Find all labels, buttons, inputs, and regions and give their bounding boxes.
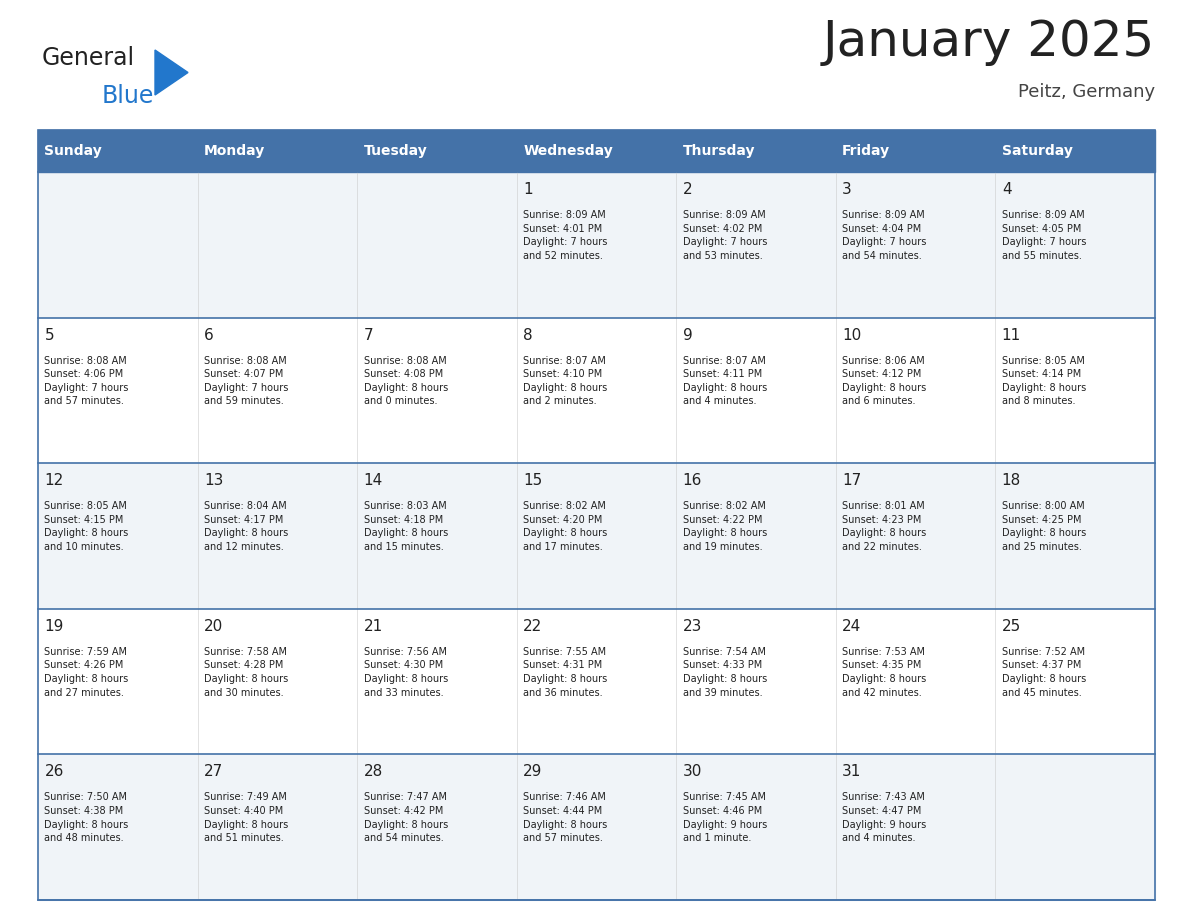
Text: Sunrise: 8:09 AM
Sunset: 4:05 PM
Daylight: 7 hours
and 55 minutes.: Sunrise: 8:09 AM Sunset: 4:05 PM Dayligh… — [1001, 210, 1086, 261]
Text: 17: 17 — [842, 473, 861, 488]
Text: Sunrise: 7:55 AM
Sunset: 4:31 PM
Daylight: 8 hours
and 36 minutes.: Sunrise: 7:55 AM Sunset: 4:31 PM Dayligh… — [523, 647, 607, 698]
Text: Sunrise: 8:05 AM
Sunset: 4:15 PM
Daylight: 8 hours
and 10 minutes.: Sunrise: 8:05 AM Sunset: 4:15 PM Dayligh… — [44, 501, 128, 552]
Text: Sunrise: 7:47 AM
Sunset: 4:42 PM
Daylight: 8 hours
and 54 minutes.: Sunrise: 7:47 AM Sunset: 4:42 PM Dayligh… — [364, 792, 448, 844]
Text: 4: 4 — [1001, 182, 1011, 197]
Text: 22: 22 — [523, 619, 543, 633]
Text: 6: 6 — [204, 328, 214, 342]
Text: Sunrise: 8:05 AM
Sunset: 4:14 PM
Daylight: 8 hours
and 8 minutes.: Sunrise: 8:05 AM Sunset: 4:14 PM Dayligh… — [1001, 355, 1086, 407]
Text: 25: 25 — [1001, 619, 1020, 633]
Text: Sunrise: 8:07 AM
Sunset: 4:11 PM
Daylight: 8 hours
and 4 minutes.: Sunrise: 8:07 AM Sunset: 4:11 PM Dayligh… — [683, 355, 767, 407]
Text: 18: 18 — [1001, 473, 1020, 488]
Text: 14: 14 — [364, 473, 383, 488]
Text: 2: 2 — [683, 182, 693, 197]
Polygon shape — [154, 50, 188, 95]
Text: Monday: Monday — [204, 144, 265, 158]
Text: Sunrise: 7:46 AM
Sunset: 4:44 PM
Daylight: 8 hours
and 57 minutes.: Sunrise: 7:46 AM Sunset: 4:44 PM Dayligh… — [523, 792, 607, 844]
Text: 26: 26 — [44, 765, 64, 779]
Text: 3: 3 — [842, 182, 852, 197]
Text: Saturday: Saturday — [1001, 144, 1073, 158]
Text: 13: 13 — [204, 473, 223, 488]
Text: 10: 10 — [842, 328, 861, 342]
Text: Sunrise: 7:59 AM
Sunset: 4:26 PM
Daylight: 8 hours
and 27 minutes.: Sunrise: 7:59 AM Sunset: 4:26 PM Dayligh… — [44, 647, 128, 698]
Text: 8: 8 — [523, 328, 532, 342]
Text: 19: 19 — [44, 619, 64, 633]
Text: Wednesday: Wednesday — [523, 144, 613, 158]
Text: Sunrise: 7:53 AM
Sunset: 4:35 PM
Daylight: 8 hours
and 42 minutes.: Sunrise: 7:53 AM Sunset: 4:35 PM Dayligh… — [842, 647, 927, 698]
Text: Sunrise: 8:00 AM
Sunset: 4:25 PM
Daylight: 8 hours
and 25 minutes.: Sunrise: 8:00 AM Sunset: 4:25 PM Dayligh… — [1001, 501, 1086, 552]
Text: 16: 16 — [683, 473, 702, 488]
Text: January 2025: January 2025 — [823, 18, 1155, 66]
Text: 28: 28 — [364, 765, 383, 779]
Text: Sunrise: 8:09 AM
Sunset: 4:01 PM
Daylight: 7 hours
and 52 minutes.: Sunrise: 8:09 AM Sunset: 4:01 PM Dayligh… — [523, 210, 607, 261]
Text: Sunrise: 7:52 AM
Sunset: 4:37 PM
Daylight: 8 hours
and 45 minutes.: Sunrise: 7:52 AM Sunset: 4:37 PM Dayligh… — [1001, 647, 1086, 698]
Bar — [38, 130, 1155, 900]
Text: Sunrise: 7:58 AM
Sunset: 4:28 PM
Daylight: 8 hours
and 30 minutes.: Sunrise: 7:58 AM Sunset: 4:28 PM Dayligh… — [204, 647, 289, 698]
Text: 5: 5 — [44, 328, 53, 342]
Text: 7: 7 — [364, 328, 373, 342]
Text: Peitz, Germany: Peitz, Germany — [1018, 83, 1155, 101]
Text: 9: 9 — [683, 328, 693, 342]
Text: Sunrise: 8:06 AM
Sunset: 4:12 PM
Daylight: 8 hours
and 6 minutes.: Sunrise: 8:06 AM Sunset: 4:12 PM Dayligh… — [842, 355, 927, 407]
Bar — [38, 130, 1155, 172]
Text: 24: 24 — [842, 619, 861, 633]
Text: Sunrise: 8:03 AM
Sunset: 4:18 PM
Daylight: 8 hours
and 15 minutes.: Sunrise: 8:03 AM Sunset: 4:18 PM Dayligh… — [364, 501, 448, 552]
Text: Sunrise: 8:08 AM
Sunset: 4:06 PM
Daylight: 7 hours
and 57 minutes.: Sunrise: 8:08 AM Sunset: 4:06 PM Dayligh… — [44, 355, 128, 407]
Text: Sunrise: 8:08 AM
Sunset: 4:07 PM
Daylight: 7 hours
and 59 minutes.: Sunrise: 8:08 AM Sunset: 4:07 PM Dayligh… — [204, 355, 289, 407]
Text: 27: 27 — [204, 765, 223, 779]
Bar — [38, 609, 1155, 755]
Bar — [38, 755, 1155, 900]
Text: Sunday: Sunday — [44, 144, 102, 158]
Text: 21: 21 — [364, 619, 383, 633]
Text: Sunrise: 8:04 AM
Sunset: 4:17 PM
Daylight: 8 hours
and 12 minutes.: Sunrise: 8:04 AM Sunset: 4:17 PM Dayligh… — [204, 501, 289, 552]
Text: 20: 20 — [204, 619, 223, 633]
Text: Sunrise: 7:54 AM
Sunset: 4:33 PM
Daylight: 8 hours
and 39 minutes.: Sunrise: 7:54 AM Sunset: 4:33 PM Dayligh… — [683, 647, 767, 698]
Text: Sunrise: 8:02 AM
Sunset: 4:22 PM
Daylight: 8 hours
and 19 minutes.: Sunrise: 8:02 AM Sunset: 4:22 PM Dayligh… — [683, 501, 767, 552]
Text: Tuesday: Tuesday — [364, 144, 428, 158]
Text: 31: 31 — [842, 765, 861, 779]
Text: Sunrise: 7:49 AM
Sunset: 4:40 PM
Daylight: 8 hours
and 51 minutes.: Sunrise: 7:49 AM Sunset: 4:40 PM Dayligh… — [204, 792, 289, 844]
Text: 12: 12 — [44, 473, 64, 488]
Text: Sunrise: 7:56 AM
Sunset: 4:30 PM
Daylight: 8 hours
and 33 minutes.: Sunrise: 7:56 AM Sunset: 4:30 PM Dayligh… — [364, 647, 448, 698]
Text: Sunrise: 8:08 AM
Sunset: 4:08 PM
Daylight: 8 hours
and 0 minutes.: Sunrise: 8:08 AM Sunset: 4:08 PM Dayligh… — [364, 355, 448, 407]
Text: Sunrise: 8:09 AM
Sunset: 4:04 PM
Daylight: 7 hours
and 54 minutes.: Sunrise: 8:09 AM Sunset: 4:04 PM Dayligh… — [842, 210, 927, 261]
Text: Sunrise: 8:07 AM
Sunset: 4:10 PM
Daylight: 8 hours
and 2 minutes.: Sunrise: 8:07 AM Sunset: 4:10 PM Dayligh… — [523, 355, 607, 407]
Text: Sunrise: 7:43 AM
Sunset: 4:47 PM
Daylight: 9 hours
and 4 minutes.: Sunrise: 7:43 AM Sunset: 4:47 PM Dayligh… — [842, 792, 927, 844]
Text: Friday: Friday — [842, 144, 890, 158]
Bar — [38, 464, 1155, 609]
Text: 1: 1 — [523, 182, 532, 197]
Text: 29: 29 — [523, 765, 543, 779]
Text: Sunrise: 7:50 AM
Sunset: 4:38 PM
Daylight: 8 hours
and 48 minutes.: Sunrise: 7:50 AM Sunset: 4:38 PM Dayligh… — [44, 792, 128, 844]
Text: Sunrise: 8:09 AM
Sunset: 4:02 PM
Daylight: 7 hours
and 53 minutes.: Sunrise: 8:09 AM Sunset: 4:02 PM Dayligh… — [683, 210, 767, 261]
Text: Sunrise: 8:02 AM
Sunset: 4:20 PM
Daylight: 8 hours
and 17 minutes.: Sunrise: 8:02 AM Sunset: 4:20 PM Dayligh… — [523, 501, 607, 552]
Text: 30: 30 — [683, 765, 702, 779]
Bar — [38, 318, 1155, 464]
Text: Sunrise: 8:01 AM
Sunset: 4:23 PM
Daylight: 8 hours
and 22 minutes.: Sunrise: 8:01 AM Sunset: 4:23 PM Dayligh… — [842, 501, 927, 552]
Text: Sunrise: 7:45 AM
Sunset: 4:46 PM
Daylight: 9 hours
and 1 minute.: Sunrise: 7:45 AM Sunset: 4:46 PM Dayligh… — [683, 792, 767, 844]
Text: Thursday: Thursday — [683, 144, 756, 158]
Text: 23: 23 — [683, 619, 702, 633]
Text: 15: 15 — [523, 473, 543, 488]
Text: Blue: Blue — [102, 84, 154, 108]
Text: General: General — [42, 46, 135, 70]
Text: 11: 11 — [1001, 328, 1020, 342]
Bar — [38, 172, 1155, 318]
